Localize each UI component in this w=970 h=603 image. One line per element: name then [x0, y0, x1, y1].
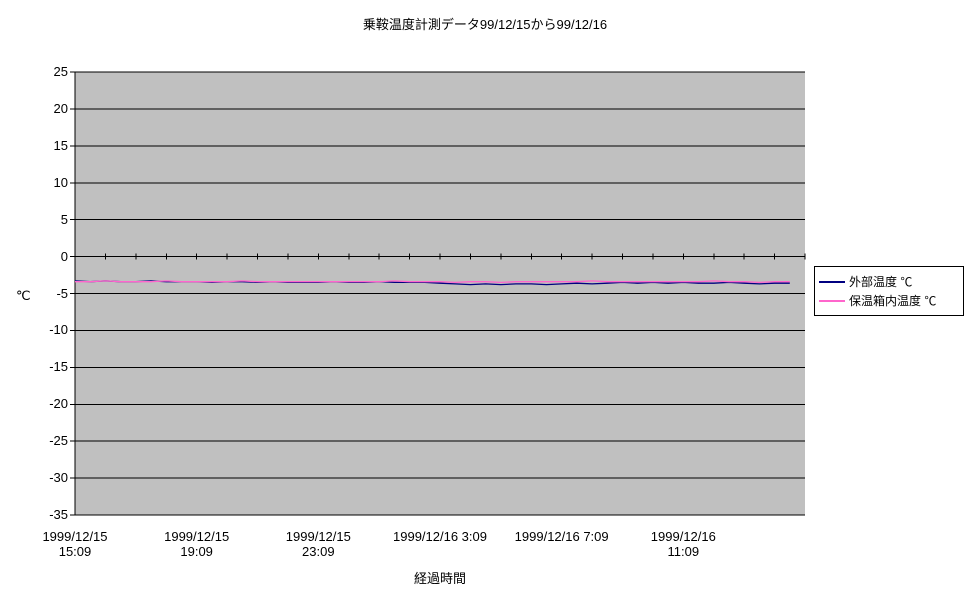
y-axis-title: ℃ — [16, 288, 31, 303]
legend-item-external-temp: 外部温度 ℃ — [819, 272, 959, 291]
legend-item-box-temp: 保温箱内温度 ℃ — [819, 291, 959, 310]
x-tick-label: 1999/12/16 7:09 — [497, 529, 627, 544]
y-tick-label: 25 — [53, 64, 68, 79]
legend-label: 外部温度 ℃ — [849, 275, 913, 289]
y-tick-label: 0 — [60, 248, 68, 264]
y-tick-label: -10 — [49, 322, 68, 338]
series-line-sample-icon — [819, 280, 845, 283]
x-tick-label-line1: 1999/12/15 — [164, 529, 230, 544]
x-tick-label: 1999/12/16 11:09 — [618, 529, 748, 559]
x-tick-label: 1999/12/15 15:09 — [10, 529, 140, 559]
x-tick-label-line1: 1999/12/16 7:09 — [514, 529, 609, 544]
x-tick-label: 1999/12/16 3:09 — [375, 529, 505, 544]
x-tick-label-line1: 1999/12/15 — [285, 529, 351, 544]
series-line-1 — [75, 280, 790, 284]
x-axis-title: 経過時間 — [413, 571, 466, 586]
series-line-sample-icon — [819, 299, 845, 302]
x-tick-label-line2: 19:09 — [180, 544, 213, 559]
y-tick-label: 5 — [60, 211, 68, 227]
x-tick-label-line2: 15:09 — [58, 544, 92, 559]
y-tick-label: -15 — [49, 359, 68, 375]
y-tick-label: -30 — [49, 470, 68, 486]
y-tick-label: 15 — [53, 137, 68, 153]
x-tick-label-line1: 1999/12/15 — [42, 529, 108, 544]
x-tick-label: 1999/12/15 19:09 — [132, 529, 262, 559]
x-tick-label-line2: 11:09 — [667, 544, 700, 559]
x-tick-label-line1: 1999/12/16 — [650, 529, 716, 544]
chart-title: 乗鞍温度計測データ99/12/15から99/12/16 — [362, 17, 608, 32]
y-tick-label: 20 — [53, 100, 68, 116]
legend-label: 保温箱内温度 ℃ — [849, 294, 937, 308]
y-tick-label: -25 — [49, 433, 68, 449]
x-tick-label: 1999/12/15 23:09 — [253, 529, 383, 559]
y-tick-label: -5 — [56, 285, 68, 301]
y-tick-label: -20 — [49, 396, 68, 412]
y-tick-label: 10 — [53, 174, 68, 190]
x-tick-label-line1: 1999/12/16 3:09 — [393, 529, 487, 544]
x-tick-label-line2: 23:09 — [302, 544, 335, 559]
legend: 外部温度 ℃ 保温箱内温度 ℃ — [814, 266, 964, 316]
y-tick-label: -35 — [49, 507, 68, 522]
